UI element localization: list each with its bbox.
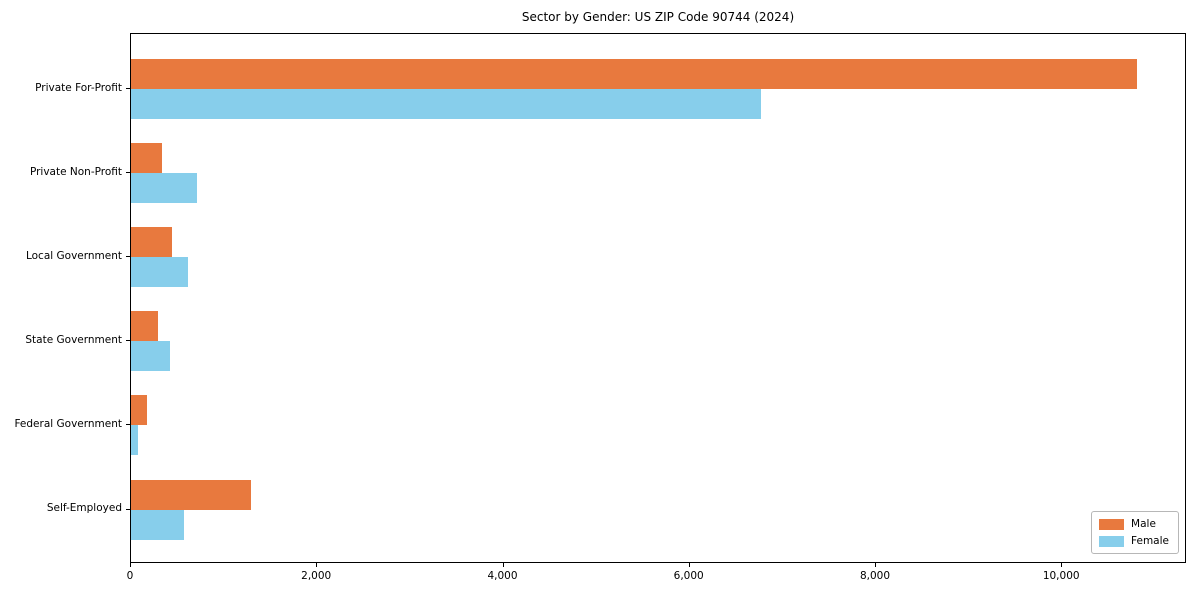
x-tick-6000 [688,563,690,567]
x-tick-10000 [1061,563,1063,567]
legend: Male Female [1091,511,1179,554]
y-tick-self-employed [126,508,130,510]
y-tick-label-private-for-profit: Private For-Profit [35,81,122,94]
bar-female-self-employed [131,509,185,540]
x-tick-4000 [502,563,504,567]
male-series-swatch [1099,518,1125,530]
y-tick-label-private-non-profit: Private Non-Profit [29,165,122,178]
chart-title: Sector by Gender: US ZIP Code 90744 (202… [521,10,795,24]
bar-male-private-for-profit [131,59,1137,89]
bar-female-private-non-profit [131,173,198,204]
y-tick-federal-government [126,424,130,426]
x-tick-label-10000: 10,000 [1042,570,1080,582]
y-tick-label-self-employed: Self-Employed [46,502,122,514]
y-tick-local-government [126,256,130,258]
y-tick-label-local-government: Local Government [25,249,122,262]
bar-male-self-employed [131,479,252,510]
bar-male-private-non-profit [131,143,162,174]
bar-male-federal-government [131,395,147,426]
legend-label-female: Female [1131,535,1169,547]
bar-female-state-government [131,341,170,372]
x-tick-label-8000: 8,000 [859,570,891,582]
female-series-swatch [1099,535,1125,547]
x-tick-8000 [875,563,876,567]
x-tick-label-0: 0 [126,570,134,582]
bar-male-state-government [131,311,158,342]
plot-area: Male Female [130,33,1186,563]
legend-label-male: Male [1131,518,1156,530]
bar-female-local-government [131,257,188,288]
x-tick-2000 [316,563,318,567]
legend-entry-female: Female [1099,535,1169,547]
y-tick-label-federal-government: Federal Government [14,417,122,430]
bar-female-private-for-profit [131,89,761,119]
x-tick-label-4000: 4,000 [487,570,518,582]
x-tick-label-2000: 2,000 [301,570,332,582]
bar-female-federal-government [131,425,139,456]
x-tick-label-6000: 6,000 [673,570,704,582]
y-tick-state-government [126,340,130,342]
bar-male-local-government [131,227,172,258]
x-tick-0 [130,563,131,567]
y-tick-label-state-government: State Government [25,333,122,346]
y-tick-private-for-profit [126,88,130,89]
y-tick-private-non-profit [126,172,130,174]
legend-entry-male: Male [1099,518,1169,530]
